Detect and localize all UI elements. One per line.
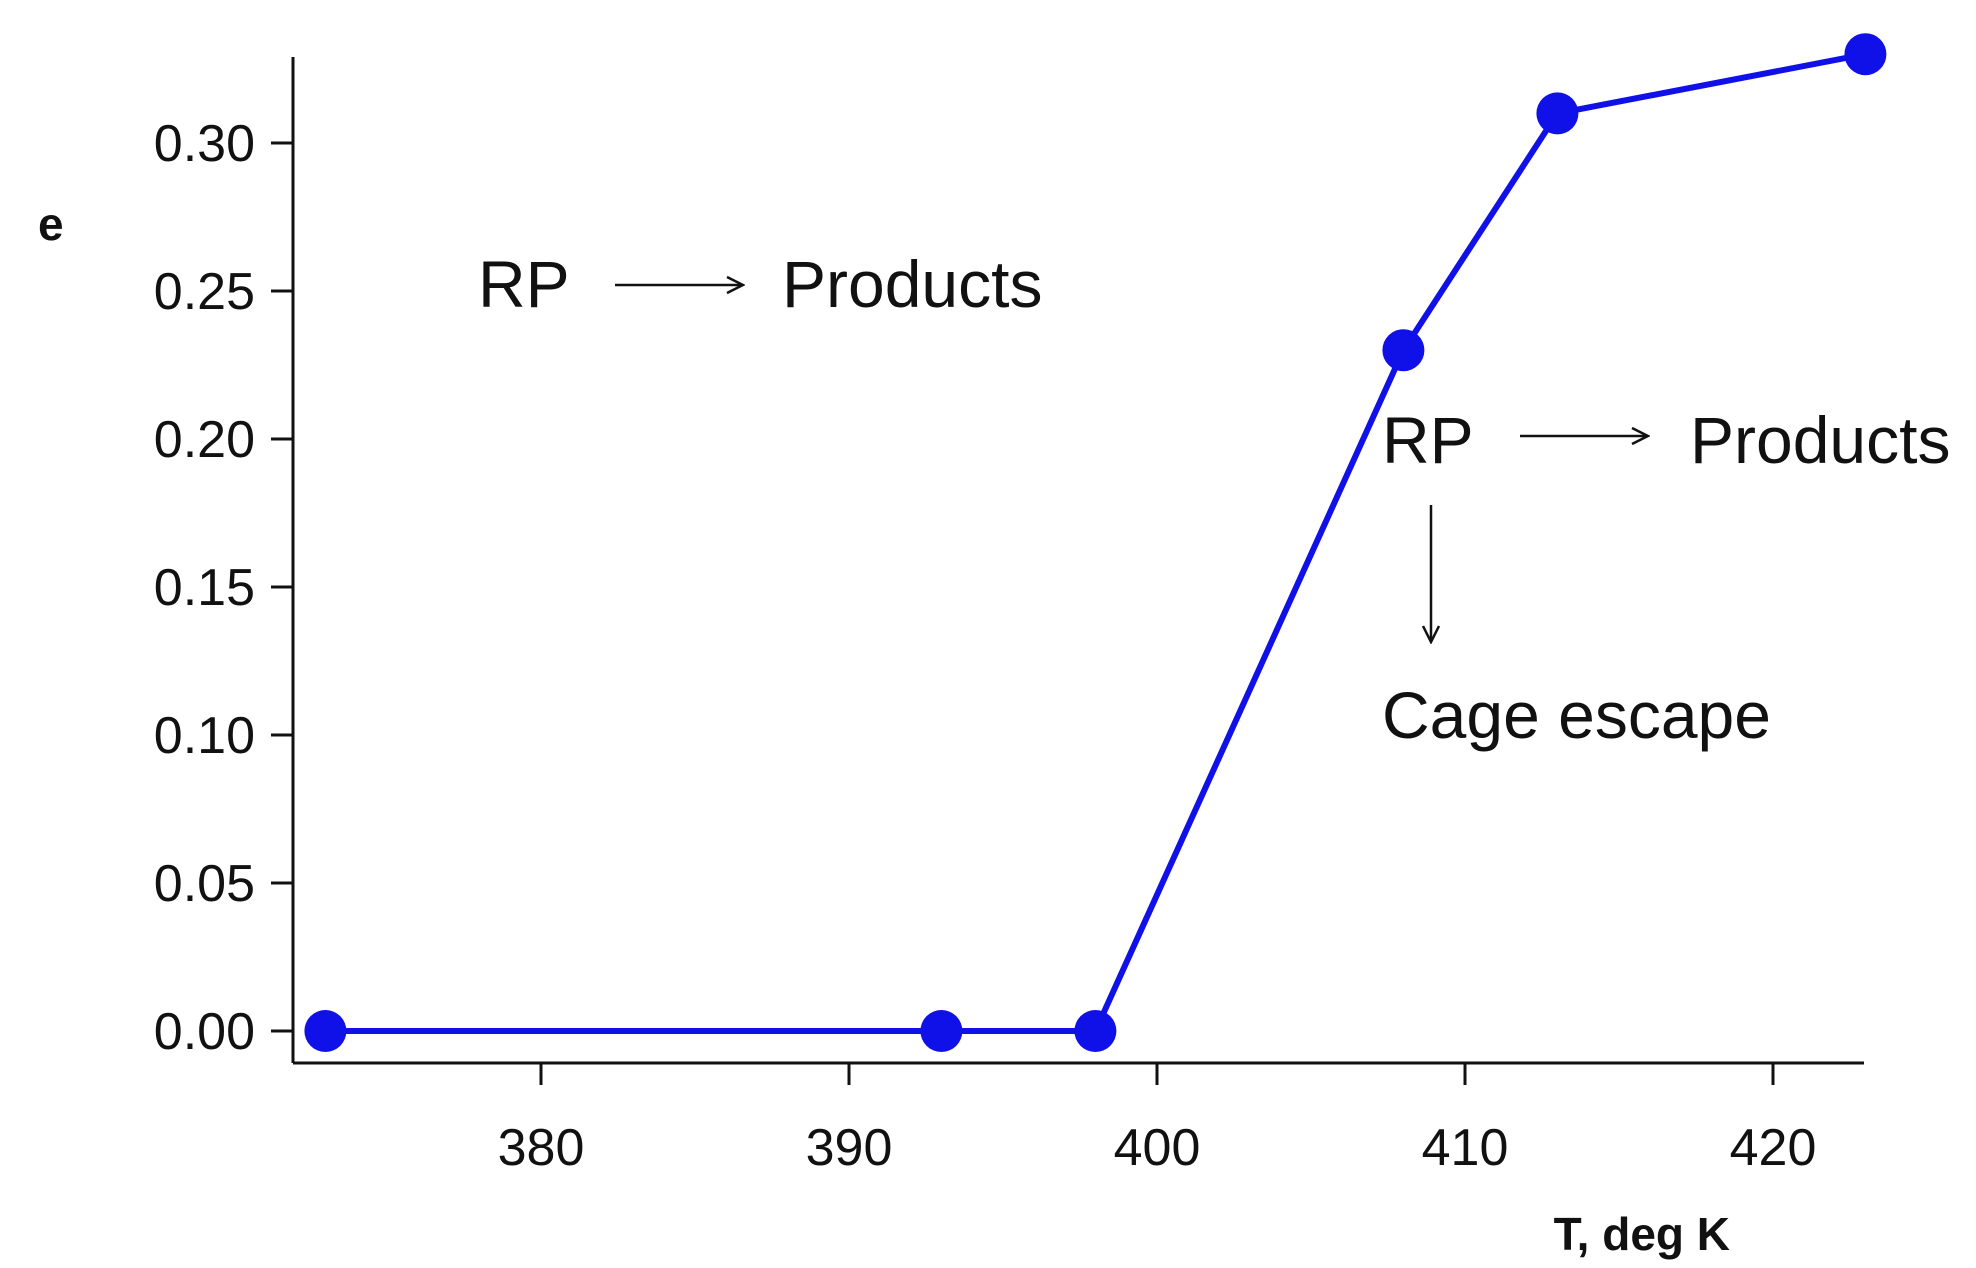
y-tick-label: 0.20 — [154, 411, 255, 469]
data-point — [1382, 329, 1425, 372]
x-tick-label: 380 — [498, 1119, 585, 1177]
annotation-bottom-rp: RP — [1382, 403, 1474, 477]
x-tick-label: 420 — [1730, 1119, 1817, 1177]
y-tick-label: 0.10 — [154, 707, 255, 765]
series-line — [325, 51, 1866, 1034]
y-tick-label: 0.30 — [154, 115, 255, 173]
y-tick-label: 0.25 — [154, 263, 255, 321]
y-axis-title: e — [38, 198, 64, 250]
x-axis-title: T, deg K — [1554, 1208, 1730, 1260]
series-layer — [304, 33, 1887, 1052]
y-ticks: 0.00 0.05 0.10 0.15 0.20 0.25 0.30 — [154, 115, 293, 1061]
x-tick-label: 400 — [1114, 1119, 1201, 1177]
data-point — [1536, 92, 1579, 135]
annotation-top-rp: RP — [478, 247, 570, 321]
data-point — [304, 1010, 347, 1052]
x-tick-label: 390 — [806, 1119, 893, 1177]
annotation-cage-escape: Cage escape — [1382, 678, 1771, 752]
y-tick-label: 0.05 — [154, 855, 255, 913]
y-tick-label: 0.00 — [154, 1003, 255, 1061]
data-point — [920, 1010, 963, 1052]
x-ticks: 380 390 400 410 420 — [498, 1063, 1817, 1177]
data-point — [1844, 33, 1887, 76]
data-point — [1074, 1010, 1117, 1052]
x-tick-label: 410 — [1422, 1119, 1509, 1177]
annotation-bottom-products: Products — [1690, 403, 1950, 477]
annotation-top-products: Products — [782, 247, 1042, 321]
y-tick-label: 0.15 — [154, 559, 255, 617]
